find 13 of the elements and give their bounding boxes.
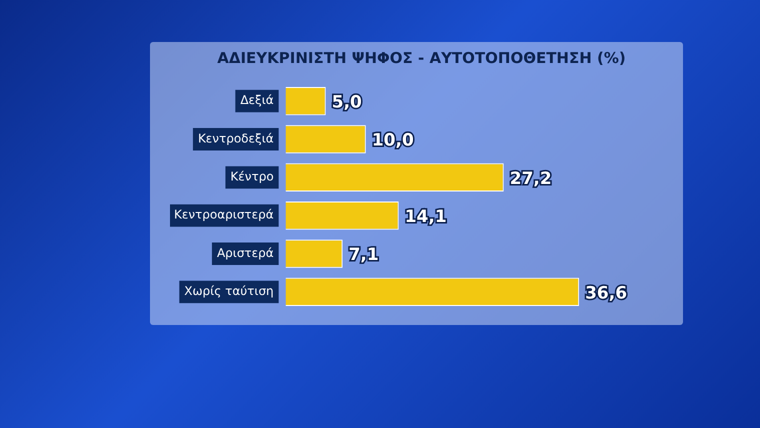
y-tick-label: Αριστερά [216,246,274,260]
chart-title: ΑΔΙΕΥΚΡΙΝΙΣΤΗ ΨΗΦΟΣ - ΑΥΤΟΤΟΠΟΘΕΤΗΣΗ (%) [217,48,626,67]
y-tick-label: Χωρίς ταύτιση [184,284,274,298]
y-tick-label: Κεντροδεξιά [198,131,274,146]
y-tick-label: Κέντρο [230,170,274,184]
y-tick-label: Κεντροαριστερά [174,208,274,222]
data-label: 14,1 [404,207,447,228]
data-label: 27,2 [510,168,552,189]
y-tick-label: Δεξιά [240,93,274,108]
data-label: 7,1 [348,245,379,266]
data-label: 10,0 [372,130,414,151]
data-label: 5,0 [332,92,362,113]
data-label: 36,6 [585,283,628,304]
